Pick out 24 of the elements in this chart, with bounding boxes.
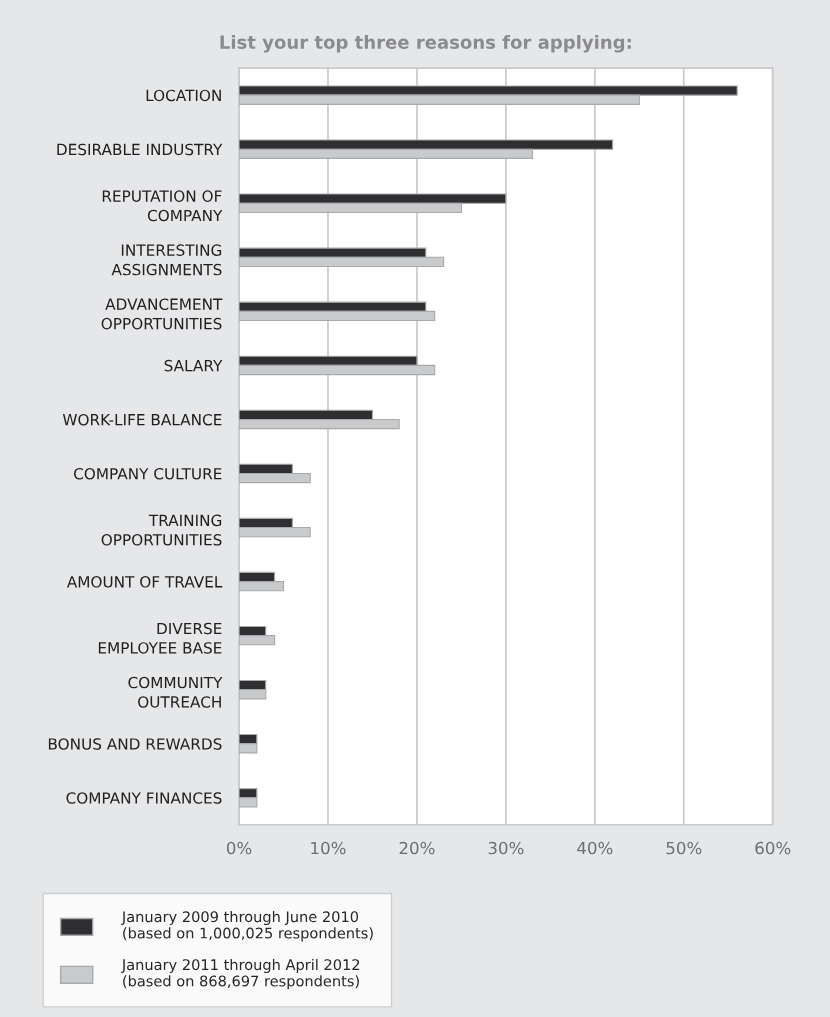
legend-label: January 2009 through June 2010 (based on 1,000,025 respondents) xyxy=(121,910,373,942)
y-tick-label: COMPANY CULTURE xyxy=(74,467,222,480)
y-tick-label: BONUS AND REWARDS xyxy=(48,738,222,750)
x-tick-label: 30% xyxy=(488,841,524,855)
x-tick-label: 40% xyxy=(577,841,613,855)
y-tick-label: ADVANCEMENT OPPORTUNITIES xyxy=(101,298,223,330)
x-tick-label: 0% xyxy=(226,841,252,855)
x-tick-label: 10% xyxy=(311,841,346,855)
y-tick-label: TRAINING OPPORTUNITIES xyxy=(101,514,222,546)
y-tick-label: SALARY xyxy=(164,359,223,372)
y-tick-label: WORK-LIFE BALANCE xyxy=(62,413,222,426)
y-tick-label: REPUTATION OF COMPANY xyxy=(102,190,223,222)
chart-title: List your top three reasons for applying: xyxy=(220,34,631,53)
y-tick-label: AMOUNT OF TRAVEL xyxy=(66,576,223,588)
y-tick-label: INTERESTING ASSIGNMENTS xyxy=(111,244,222,276)
legend-label: January 2011 through April 2012 (based on 868,697 respondents) xyxy=(121,958,360,990)
y-tick-label: COMPANY FINANCES xyxy=(66,792,222,804)
y-tick-label: DESIRABLE INDUSTRY xyxy=(57,143,223,156)
x-tick-label: 20% xyxy=(399,841,435,855)
x-tick-label: 60% xyxy=(755,841,791,855)
y-tick-label: LOCATION xyxy=(146,89,221,102)
y-tick-label: COMMUNITY OUTREACH xyxy=(128,676,223,708)
y-tick-label: DIVERSE EMPLOYEE BASE xyxy=(98,622,222,654)
x-tick-label: 50% xyxy=(666,841,702,855)
